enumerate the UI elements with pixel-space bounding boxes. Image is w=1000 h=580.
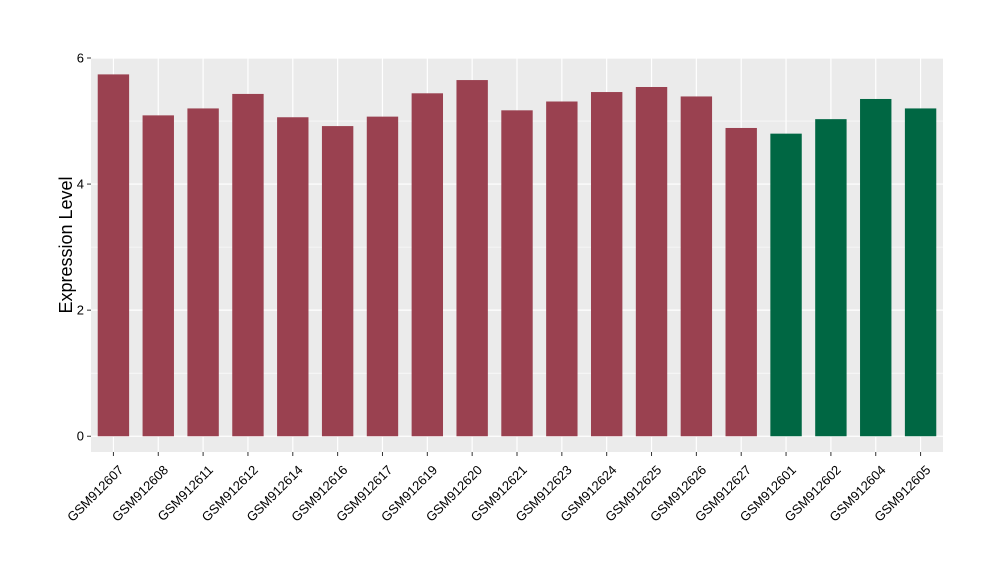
y-tick-label: 0 <box>77 429 84 444</box>
bar-GSM912608 <box>142 115 174 437</box>
bar-GSM912604 <box>860 98 892 437</box>
y-tick-label: 6 <box>77 51 84 66</box>
x-axis: GSM912607GSM912608GSM912611GSM912612GSM9… <box>64 452 933 525</box>
bar-GSM912616 <box>321 126 354 437</box>
bars <box>97 74 937 437</box>
y-tick-label: 2 <box>77 303 84 318</box>
bar-GSM912619 <box>411 93 444 437</box>
bar-GSM912614 <box>277 117 309 437</box>
bar-GSM912624 <box>590 92 623 437</box>
bar-GSM912620 <box>456 80 488 437</box>
bar-GSM912605 <box>904 108 937 437</box>
bar-GSM912611 <box>187 108 219 437</box>
y-axis-title: Expression Level <box>56 176 76 313</box>
bar-GSM912601 <box>770 133 802 437</box>
bar-GSM912626 <box>680 96 713 437</box>
y-tick-label: 4 <box>77 177 84 192</box>
bar-GSM912621 <box>501 110 533 437</box>
bar-GSM912602 <box>815 119 847 437</box>
bar-GSM912612 <box>232 93 264 437</box>
bar-GSM912623 <box>546 101 578 437</box>
y-axis: 0 2 4 6 <box>77 51 91 444</box>
bar-GSM912627 <box>725 127 757 437</box>
bar-GSM912617 <box>366 116 399 437</box>
bar-GSM912625 <box>635 86 668 437</box>
bar-GSM912607 <box>97 74 130 437</box>
